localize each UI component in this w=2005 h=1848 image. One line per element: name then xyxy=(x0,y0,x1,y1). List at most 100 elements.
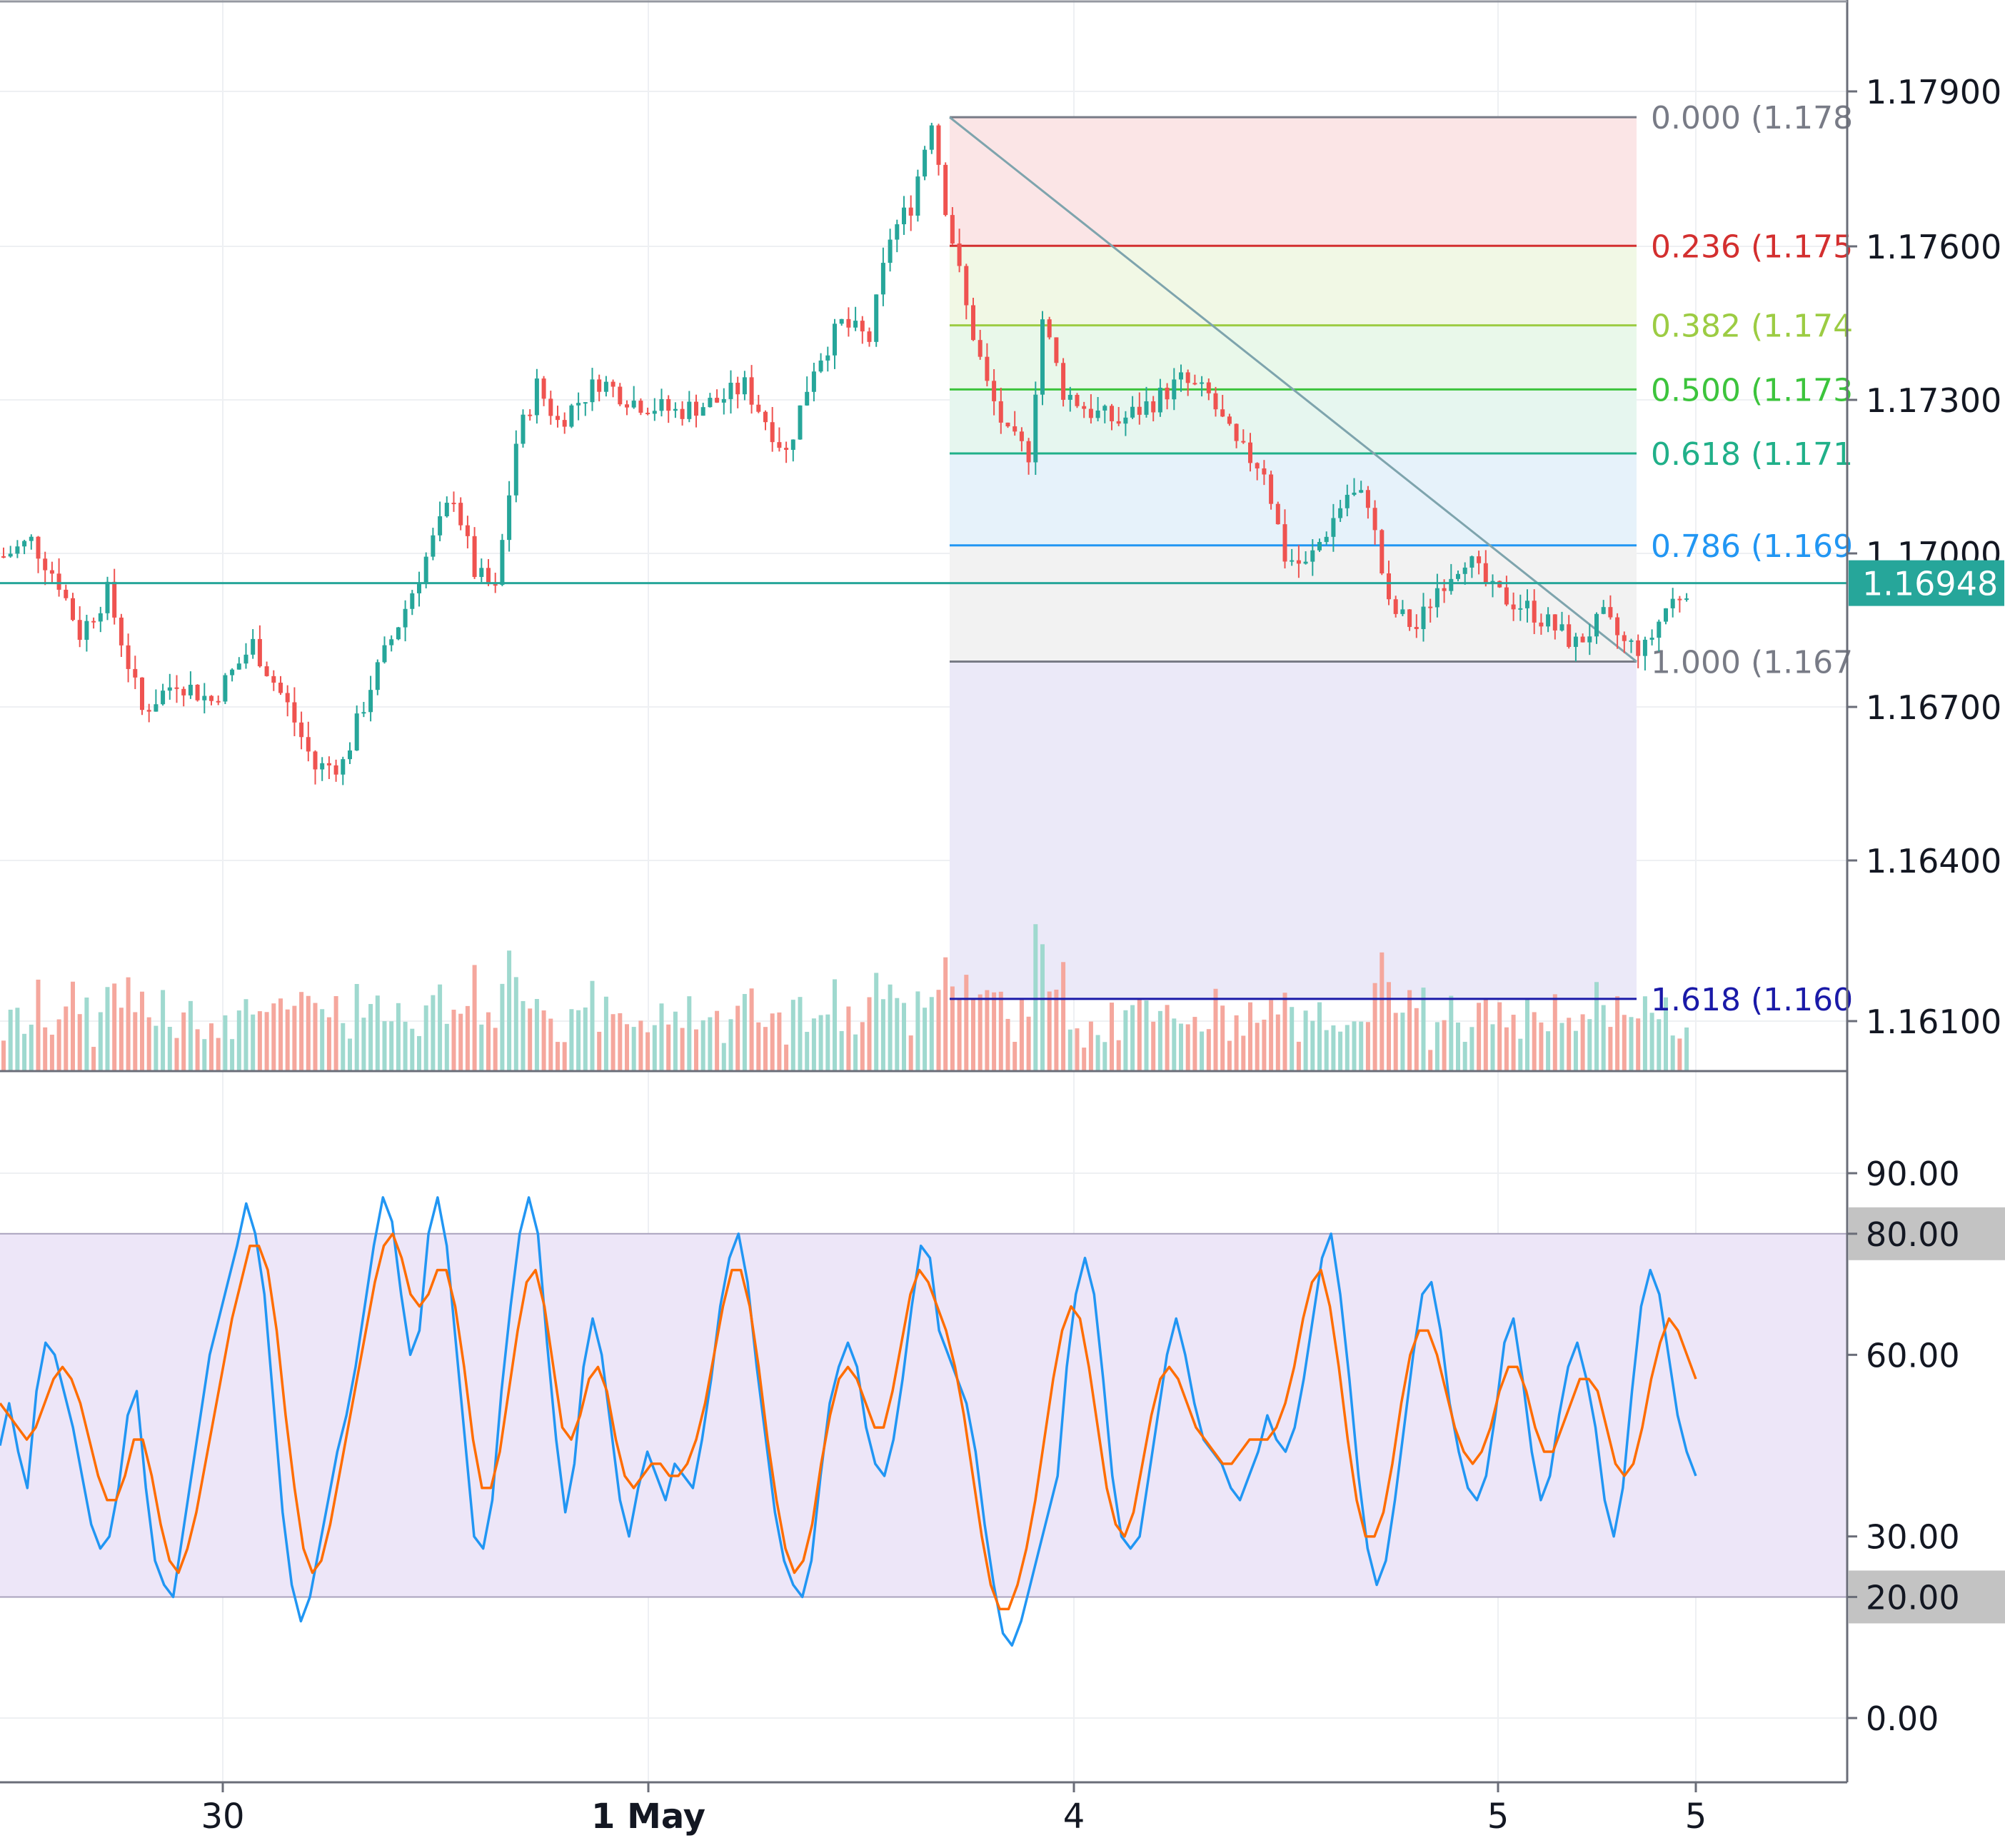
candle-body xyxy=(71,598,75,621)
candle-body xyxy=(742,377,747,395)
volume-bar xyxy=(84,997,89,1071)
candle-body xyxy=(1338,508,1343,518)
candle-body xyxy=(548,398,553,416)
candle-body xyxy=(576,403,581,406)
volume-bar xyxy=(1220,1005,1225,1071)
candle-body xyxy=(181,688,186,695)
candle-body xyxy=(1580,636,1585,643)
candle-body xyxy=(382,645,387,663)
volume-bar xyxy=(513,977,518,1071)
fibonacci-levels[interactable]: 0.000 (1.178 0.236 (1.175 0.382 (1.174 0.50… xyxy=(949,100,1853,1018)
candle-body xyxy=(943,164,948,216)
candle-body xyxy=(652,411,657,414)
candle-body xyxy=(341,759,346,775)
candle-body xyxy=(971,305,975,341)
y-tick-label: 1.17900 xyxy=(1866,73,2001,111)
volume-bar xyxy=(770,1013,775,1071)
volume-bar xyxy=(389,1021,394,1071)
candle-body xyxy=(1179,372,1183,380)
candle-body xyxy=(957,243,962,266)
candle-body xyxy=(1677,598,1682,601)
candle-body xyxy=(964,266,969,306)
candle-body xyxy=(998,401,1003,423)
volume-bar xyxy=(943,957,948,1071)
volume-bar xyxy=(181,1012,186,1071)
volume-bar xyxy=(1657,1019,1662,1071)
candle-body xyxy=(1428,606,1433,608)
stochastic-d-line xyxy=(0,1232,1697,1611)
volume-bar xyxy=(597,1031,602,1071)
current-price-tag xyxy=(1849,560,2004,606)
volume-bar xyxy=(451,1010,456,1071)
candle-body xyxy=(1684,598,1689,601)
candle-body xyxy=(1518,608,1523,610)
volume-bar xyxy=(133,1012,138,1071)
volume-bar xyxy=(583,1007,588,1071)
volume-bar xyxy=(251,1014,256,1071)
volume-bar xyxy=(818,1015,823,1071)
candle-body xyxy=(521,414,526,444)
candle-body xyxy=(1365,490,1370,508)
volume-bar xyxy=(562,1042,567,1071)
candle-body xyxy=(666,398,671,411)
volume-bar xyxy=(528,1008,533,1071)
fib-zone xyxy=(950,117,1637,246)
candle-body xyxy=(756,404,761,412)
candle-body xyxy=(126,645,131,669)
volume-bar xyxy=(1670,1035,1675,1071)
candle-body xyxy=(1054,337,1059,363)
candle-body xyxy=(680,408,685,419)
volume-bar xyxy=(91,1047,96,1071)
volume-bar xyxy=(749,988,754,1071)
candle-body xyxy=(1185,372,1190,383)
volume-bar xyxy=(1407,990,1412,1071)
candle-body xyxy=(209,695,213,701)
volume-bar xyxy=(1075,1028,1080,1071)
volume-bar xyxy=(257,1011,262,1071)
candle-body xyxy=(1642,639,1647,656)
volume-bar xyxy=(1525,1000,1529,1071)
candle-body xyxy=(348,750,352,760)
candle-body xyxy=(625,404,629,408)
fib-zone xyxy=(950,661,1637,999)
candle-body xyxy=(1075,395,1080,406)
candle-body xyxy=(479,568,484,577)
candle-body xyxy=(610,381,615,387)
candle-body xyxy=(292,702,297,723)
candle-body xyxy=(950,215,955,243)
fib-level-label: 0.382 (1.174 xyxy=(1651,308,1853,345)
candle-body xyxy=(978,340,983,357)
candle-body xyxy=(1615,617,1620,636)
candle-body xyxy=(154,704,159,712)
candle-body xyxy=(1380,530,1385,573)
volume-bar xyxy=(784,1044,789,1071)
candle-body xyxy=(1587,636,1592,643)
candle-body xyxy=(1421,606,1426,629)
candle-body xyxy=(1483,563,1488,583)
candle-body xyxy=(923,149,928,177)
candle-body xyxy=(694,401,698,416)
candle-body xyxy=(895,224,900,240)
volume-bar xyxy=(1649,1013,1654,1071)
price-axis[interactable]: 1.179001.176001.173001.170001.167001.164… xyxy=(1847,73,2005,1738)
x-tick-label: 1 May xyxy=(591,1797,705,1837)
volume-bar xyxy=(1123,1010,1128,1071)
candle-body xyxy=(223,675,228,702)
candle-body xyxy=(98,613,103,622)
volume-bar xyxy=(161,990,166,1071)
volume-bar xyxy=(403,1021,408,1071)
oscillator-tick-label: 20.00 xyxy=(1866,1578,1960,1617)
candle-body xyxy=(285,693,290,703)
volume-bar xyxy=(957,999,962,1071)
candle-body xyxy=(368,690,373,713)
volume-bar xyxy=(1567,1018,1572,1071)
time-axis[interactable]: 30 1 May 4 5 5 xyxy=(201,1782,1707,1837)
volume-bar xyxy=(348,1038,352,1071)
candle-body xyxy=(1552,614,1557,631)
volume-bar xyxy=(1262,1019,1267,1071)
oscillator-tick-label: 80.00 xyxy=(1866,1215,1960,1254)
volume-bar xyxy=(1019,998,1024,1071)
volume-bar xyxy=(140,991,144,1071)
candle-body xyxy=(299,722,304,738)
